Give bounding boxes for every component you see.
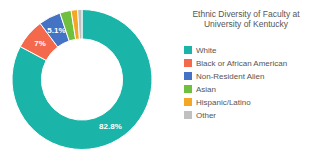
donut: 82.8% 7%5.1% [12,10,152,150]
legend-item: White [184,46,217,55]
legend-label: Other [196,111,216,120]
legend-item: Hispanic/Latino [184,98,251,107]
legend-swatch [184,59,192,67]
chart: 82.8% 7%5.1% Ethnic Diversity of Faculty a… [0,0,318,159]
data-label: 7% [34,39,46,48]
legend-item: Black or African American [184,59,287,68]
legend-swatch [184,98,192,106]
slice [12,10,152,150]
legend-swatch [184,85,192,93]
title-line: Ethnic Diversity of Faculty at [192,9,300,19]
title-line: University of Kentucky [204,19,289,29]
legend-label: White [196,46,217,55]
legend-item: Asian [184,85,216,94]
legend-label: Hispanic/Latino [196,98,251,107]
legend-swatch [184,111,192,119]
data-label: 5.1% [47,26,65,35]
title: Ethnic Diversity of Faculty atUniversity… [192,9,300,29]
legend-item: Non-Resident Alien [184,72,264,81]
slice [78,10,82,39]
legend-swatch [184,46,192,54]
legend-item: Other [184,111,216,120]
legend-swatch [184,72,192,80]
legend-label: Black or African American [196,59,287,68]
data-label: 82.8% [99,122,122,131]
legend-label: Asian [196,85,216,94]
legend-label: Non-Resident Alien [196,72,264,81]
legend: White Black or African American Non-Reside… [184,46,287,120]
